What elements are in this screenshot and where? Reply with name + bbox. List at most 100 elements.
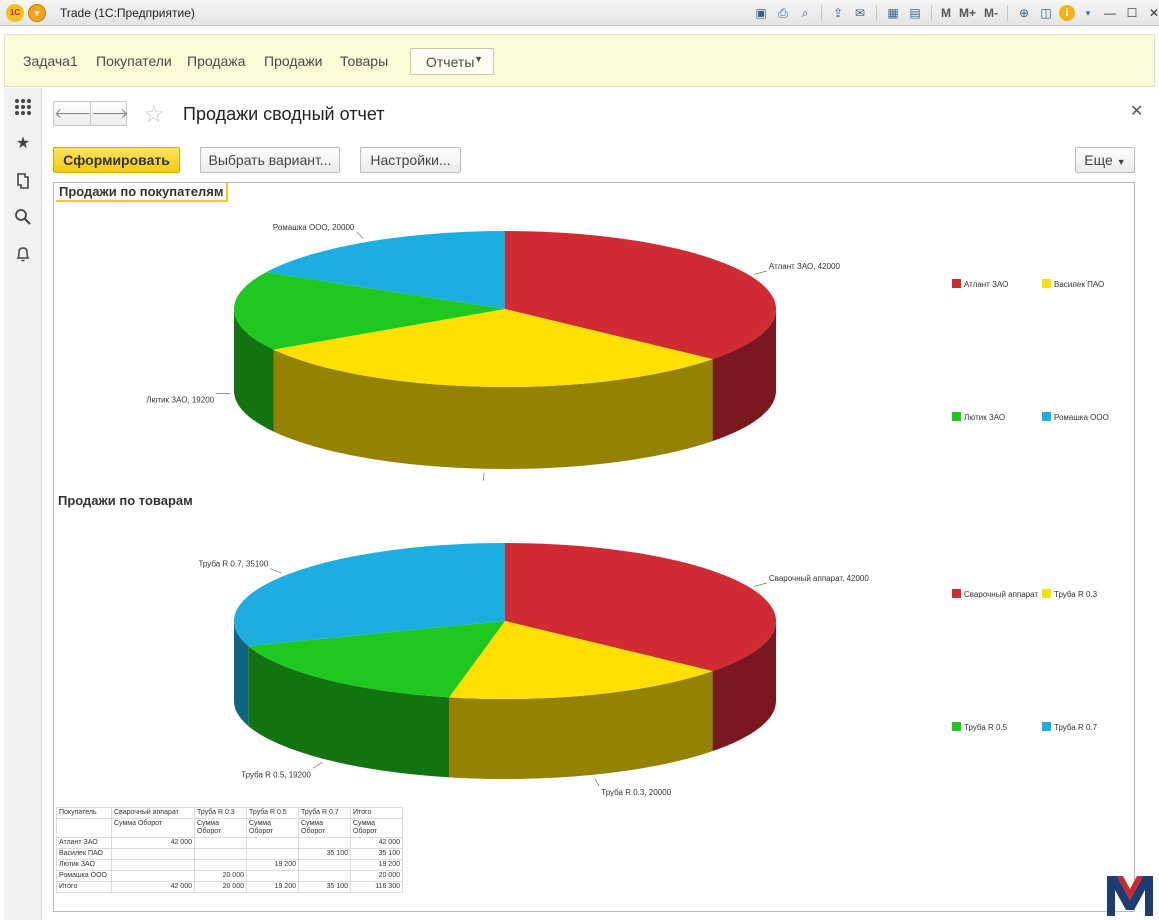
table-cell [298, 837, 351, 849]
legend-swatch-василек-пао [1042, 279, 1051, 288]
back-arrow-icon[interactable]: 🡐 [54, 105, 92, 121]
pie-slice-труба-r-0-3 [449, 621, 713, 699]
memory-minus-button[interactable]: M- [984, 6, 999, 20]
table-cell: 20 000 [350, 870, 403, 882]
table-cell: 19 200 [350, 859, 403, 871]
calendar-icon[interactable]: ▤ [909, 6, 921, 20]
legend-swatch-труба-r-0-3 [1042, 589, 1051, 598]
table-cell [194, 848, 247, 860]
pie-slice-василек-пао [273, 309, 713, 387]
data-label-труба-r-0-3: Труба R 0.3, 20000 [601, 788, 671, 797]
section-zadacha1[interactable]: Задача1 [23, 53, 78, 69]
memory-plus-button[interactable]: M+ [959, 6, 977, 20]
legend-swatch-ромашка-ооо [1042, 412, 1051, 421]
data-label-лютик-зао: Лютик ЗАО, 19200 [146, 396, 214, 405]
info-icon[interactable]: i [1059, 5, 1076, 21]
sections-panel: Задача1 Покупатели Продажа Продажи Товар… [4, 34, 1155, 87]
table-cell: Итого [56, 881, 112, 893]
table-row: Василек ПАО 35 100 35 100 [56, 848, 403, 860]
table-cell: 35 100 [298, 881, 351, 893]
favorite-star-icon[interactable]: ☆ [143, 101, 165, 128]
toolbar-divider [821, 5, 822, 21]
pie-slice-лютик-зао [234, 272, 505, 350]
maximize-icon[interactable]: ☐ [1126, 6, 1138, 20]
label-leader-line [312, 762, 323, 769]
minimize-icon[interactable]: — [1104, 6, 1117, 20]
dropdown-icon[interactable]: ▾ [1085, 8, 1091, 18]
favorites-star-icon[interactable]: ★ [15, 135, 31, 152]
table-row: Ромашка ООО 20 000 20 000 [56, 870, 403, 882]
forward-arrow-icon[interactable]: 🡒 [91, 105, 129, 121]
data-label-труба-r-0-7: Труба R 0.7, 35100 [198, 560, 268, 569]
toolbar-divider [1007, 5, 1009, 21]
label-leader-line [356, 231, 364, 239]
pie-slice-сварочный-аппарат [505, 543, 776, 672]
section-customers[interactable]: Покупатели [96, 53, 172, 69]
panels-icon[interactable]: ◫ [1040, 6, 1052, 20]
print-icon[interactable]: ⎙ [778, 6, 788, 20]
title-bar: 1С ▾ Trade (1С:Предприятие) ▣ ⎙ ⌕ ⇪ ✉ ▦ … [0, 0, 1159, 26]
data-label-труба-r-0-5: Труба R 0.5, 19200 [241, 770, 311, 779]
generate-button[interactable]: Сформировать [53, 147, 180, 173]
pie-side-труба-r-0-3 [449, 671, 713, 779]
calculator-icon[interactable]: ▦ [887, 6, 899, 20]
data-label-ромашка-ооо: Ромашка ООО, 20000 [273, 223, 355, 232]
pie-side-труба-r-0-5 [248, 645, 450, 778]
close-window-icon[interactable]: ✕ [1148, 6, 1159, 20]
save-icon[interactable]: ▣ [755, 6, 767, 20]
pivot-table: Покупатель Сварочный аппарат Труба R 0.3 Тр… [56, 807, 403, 893]
table-cell: 19 200 [246, 881, 299, 893]
main-menu-button[interactable]: ▾ [28, 4, 46, 22]
memory-m-button[interactable]: M [941, 6, 951, 20]
settings-button[interactable]: Настройки... [360, 147, 461, 173]
history-icon[interactable] [14, 172, 32, 190]
label-leader-line [754, 270, 768, 275]
zoom-icon[interactable]: ⊕ [1018, 6, 1030, 20]
table-cell: 42 000 [111, 881, 195, 893]
pie-slice-труба-r-0-7 [233, 543, 505, 646]
navigation-buttons: 🡐 🡒 [53, 101, 129, 126]
preview-icon[interactable]: ⌕ [801, 6, 809, 20]
table-cell [111, 848, 195, 860]
table-total-row: Итого 42 000 20 000 19 200 35 100 116 300 [56, 881, 403, 893]
apps-grid-icon[interactable] [14, 98, 32, 116]
legend-label-труба-r-0-7: Труба R 0.7 [1054, 723, 1098, 732]
bell-icon[interactable] [14, 245, 32, 263]
legend-label-василек-пао: Василек ПАО [1054, 280, 1104, 289]
choose-variant-button[interactable]: Выбрать вариант... [200, 147, 340, 173]
section-sales[interactable]: Продажи [264, 53, 323, 69]
table-row: Атлант ЗАО 42 000 42 000 [56, 837, 403, 849]
chevron-down-icon: ▼ [474, 54, 483, 64]
mail-icon[interactable]: ✉ [854, 6, 866, 20]
pie-side-лютик-зао [234, 309, 274, 432]
link-icon[interactable]: ⇪ [832, 6, 844, 20]
page-title: Продажи сводный отчет [183, 104, 385, 124]
table-cell: Лютик ЗАО [56, 859, 112, 871]
legend-label-сварочный-аппарат: Сварочный аппарат [964, 590, 1038, 599]
section-sale[interactable]: Продажа [187, 53, 246, 69]
pie-slice-ромашка-ооо [265, 231, 505, 309]
more-button[interactable]: Еще ▼ [1075, 147, 1135, 173]
table-header-cell: Сварочный аппарат [111, 807, 195, 819]
reports-dropdown[interactable]: Отчеты ▼ [410, 48, 494, 75]
table-header-cell [56, 818, 112, 838]
data-label-сварочный-аппарат: Сварочный аппарат, 42000 [769, 574, 869, 583]
table-header-row: Сумма Оборот Сумма Оборот Сумма Оборот Сумм… [56, 818, 403, 838]
search-icon[interactable] [14, 208, 32, 226]
legend-swatch-труба-r-0-5 [952, 722, 961, 731]
table-cell [298, 859, 351, 871]
table-cell: Ромашка ООО [56, 870, 112, 882]
pie-chart-goods: Сварочный аппарат, 42000 Труба R 0.3, 200… [198, 543, 1098, 797]
table-cell: Атлант ЗАО [56, 837, 112, 849]
table-header-cell: Покупатель [56, 807, 112, 819]
toolbar-divider [876, 5, 877, 21]
legend-swatch-лютик-зао [952, 412, 961, 421]
pie-side-атлант-зао [712, 309, 776, 442]
table-cell [111, 870, 195, 882]
section-goods[interactable]: Товары [340, 53, 389, 69]
table-cell: 20 000 [194, 870, 247, 882]
table-cell: 42 000 [111, 837, 195, 849]
close-icon[interactable]: ✕ [1130, 103, 1144, 120]
label-leader-line [270, 568, 282, 574]
